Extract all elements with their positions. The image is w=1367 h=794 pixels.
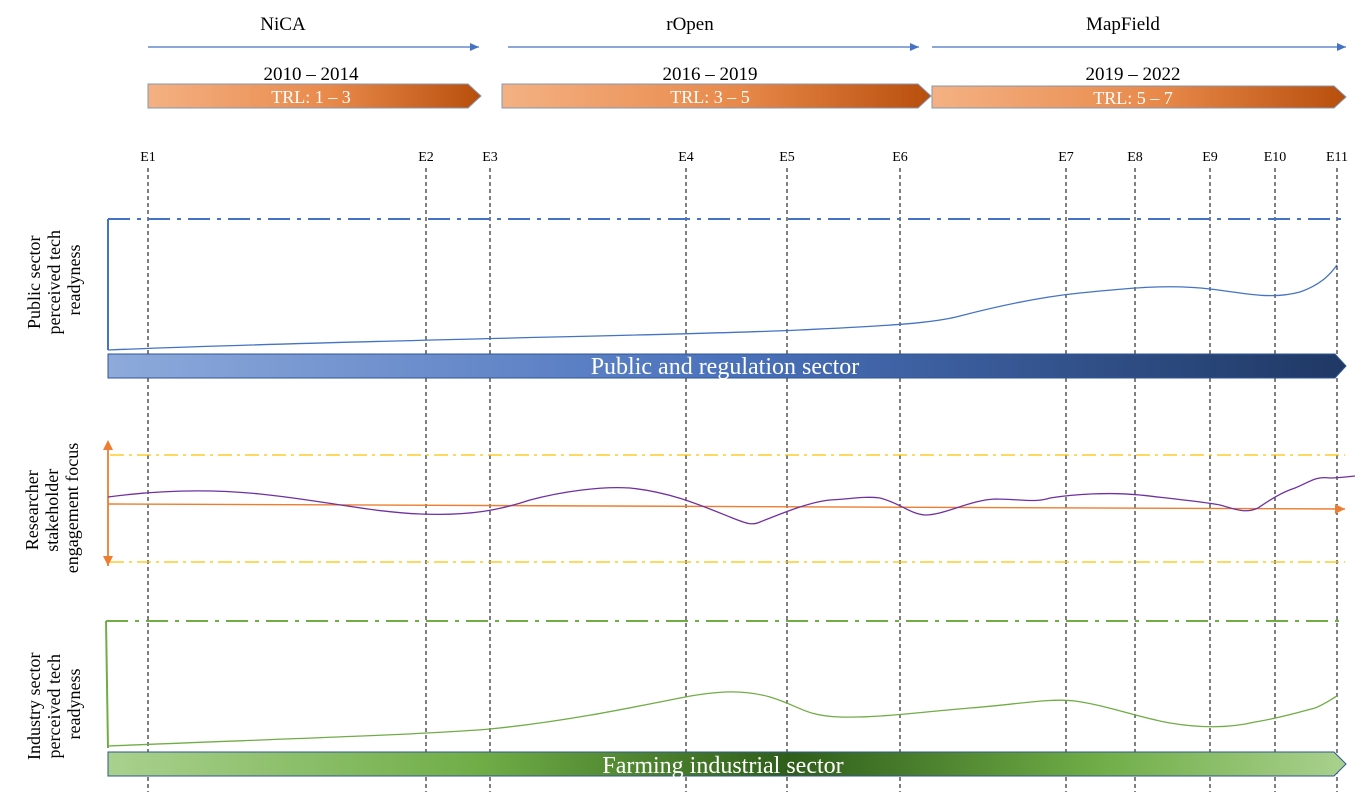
researcher-y-label-line-1: Researcher [22,470,42,550]
industry-y-label-line-2: perceived tech [44,654,64,758]
public-sector-band [107,353,1347,379]
trl-chevron-nica [147,83,482,109]
industry-sector-band-label: Farming industrial sector [602,753,843,779]
project-years-mapfield: 2019 – 2022 [1086,64,1181,85]
researcher-y-label: Researcher stakeholder engagement focus [22,443,82,573]
trl-chevron-ropen [501,83,932,109]
researcher-x-axis [107,503,1346,514]
event-label-e4: E4 [678,150,694,165]
public-y-label-line-2: perceived tech [44,230,64,334]
event-label-e7: E7 [1058,150,1074,165]
industry-y-axis [105,620,109,749]
event-markers: E1 E2 E3 E4 E5 E6 E7 E8 E9 E10 E11 [140,150,1348,792]
public-readiness-curve [107,264,1338,351]
event-label-e6: E6 [892,150,908,165]
event-label-e3: E3 [482,150,498,165]
event-label-e1: E1 [140,150,156,165]
project-years-nica: 2010 – 2014 [264,64,360,85]
event-label-e5: E5 [779,150,795,165]
industry-y-label-line-1: Industry sector [24,653,44,760]
trl-chevron-mapfield [931,85,1347,109]
project-name-mapfield: MapField [1086,14,1160,35]
event-label-e11: E11 [1326,150,1348,165]
industry-sector-band [107,751,1347,777]
industry-readiness-curve [107,691,1338,747]
project-years-ropen: 2016 – 2019 [663,64,758,85]
public-y-label-line-1: Public sector [24,236,44,329]
trl-label-mapfield: TRL: 5 – 7 [1093,88,1173,108]
researcher-y-label-line-3: engagement focus [62,443,82,573]
project-name-ropen: rOpen [666,14,714,35]
event-label-e10: E10 [1264,150,1287,165]
public-sector-band-label: Public and regulation sector [591,354,860,380]
trl-label-nica: TRL: 1 – 3 [271,87,351,107]
event-label-e8: E8 [1127,150,1143,165]
researcher-y-label-line-2: stakeholder [42,469,62,552]
event-label-e2: E2 [418,150,434,165]
public-y-label-line-3: readyness [64,245,84,316]
industry-y-label-line-3: readyness [64,669,84,740]
researcher-engagement-curve [107,475,1356,525]
industry-y-label: Industry sector perceived tech readyness [24,648,84,760]
project-name-nica: NiCA [260,14,306,35]
event-label-e9: E9 [1202,150,1218,165]
trl-label-ropen: TRL: 3 – 5 [670,87,750,107]
public-y-label: Public sector perceived tech readyness [24,226,84,335]
